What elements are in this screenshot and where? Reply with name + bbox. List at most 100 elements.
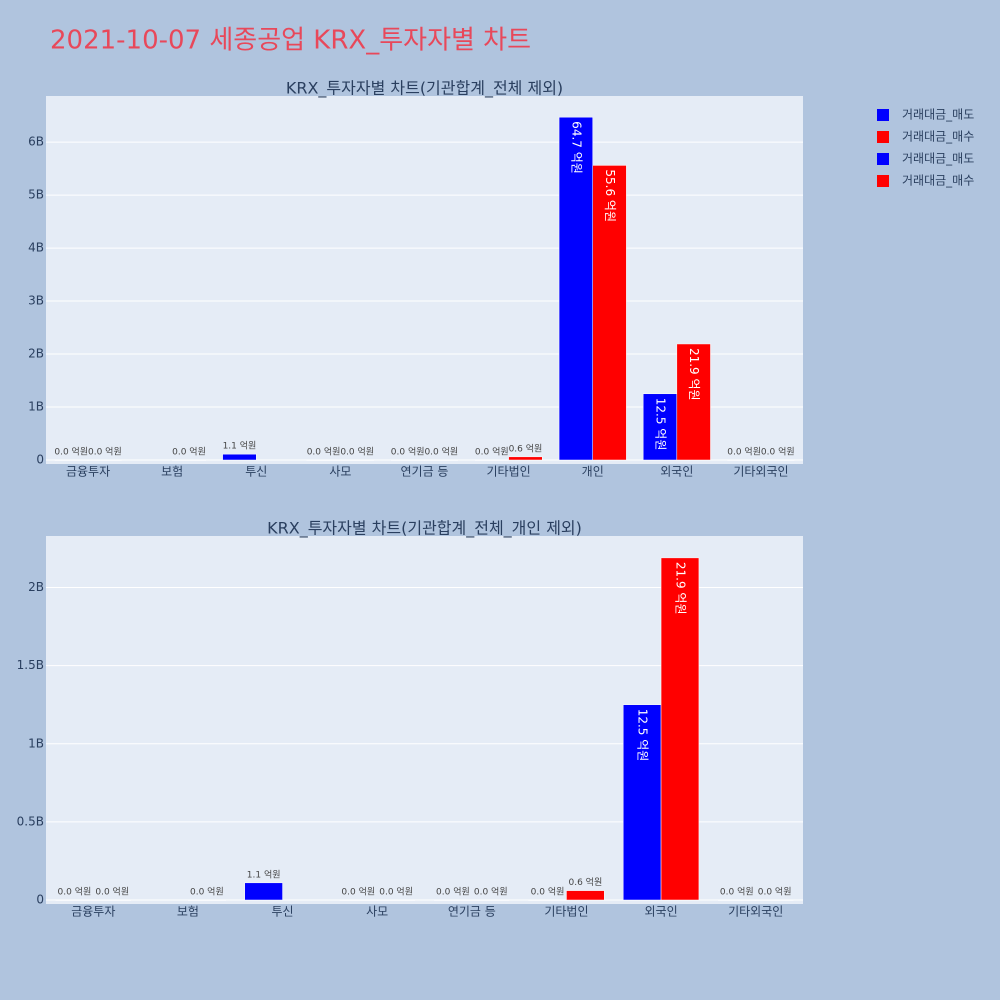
value-label: 1.1 억원	[223, 440, 257, 452]
bar	[660, 557, 700, 901]
bar	[755, 899, 794, 901]
legend-label: 거래대금_매수	[902, 130, 974, 144]
x-tick-label: 금융투자	[66, 465, 110, 479]
x-tick-label: 투신	[272, 905, 294, 919]
bar	[306, 459, 341, 461]
bar	[424, 459, 459, 461]
y-tick-label: 0	[36, 893, 44, 907]
bar	[566, 890, 605, 901]
value-label: 12.5 억원	[654, 398, 668, 451]
bar	[376, 899, 416, 901]
value-label: 0.0 억원	[727, 446, 761, 458]
value-label: 0.0 억원	[391, 446, 425, 458]
bar	[187, 899, 227, 901]
value-label: 21.9 억원	[687, 348, 701, 401]
legend-label: 거래대금_매도	[902, 152, 974, 166]
value-label: 0.0 억원	[341, 886, 375, 898]
bar	[592, 165, 627, 461]
value-label: 0.0 억원	[58, 886, 92, 898]
x-tick-label: 개인	[582, 465, 604, 479]
bar	[87, 459, 122, 461]
value-label: 0.0 억원	[379, 886, 413, 898]
x-tick-label: 투신	[245, 465, 267, 479]
value-label: 0.6 억원	[568, 876, 602, 888]
bar	[433, 899, 473, 901]
y-tick-label: 2B	[28, 347, 44, 361]
x-tick-label: 기타외국인	[728, 905, 783, 919]
y-tick-label: 1B	[28, 736, 44, 750]
legend-label: 거래대금_매수	[902, 174, 974, 188]
y-tick-label: 5B	[28, 188, 44, 202]
legend-swatch	[877, 109, 889, 121]
value-label: 0.0 억원	[95, 886, 129, 898]
value-label: 0.0 억원	[531, 886, 565, 898]
bar	[390, 459, 425, 461]
page-title: 2021-10-07 세종공업 KRX_투자자별 차트	[50, 26, 531, 56]
value-label: 0.0 억원	[340, 446, 374, 458]
value-label: 0.0 억원	[761, 446, 795, 458]
legend-swatch	[877, 153, 889, 165]
y-tick-label: 1B	[28, 400, 44, 414]
value-label: 21.9 억원	[673, 562, 687, 615]
x-tick-label: 외국인	[660, 465, 693, 479]
value-label: 0.0 억원	[172, 446, 206, 458]
x-tick-label: 사모	[329, 465, 351, 479]
x-tick-label: 기타외국인	[733, 465, 788, 479]
value-label: 0.6 억원	[509, 442, 543, 454]
bar	[339, 899, 378, 901]
y-tick-label: 2B	[28, 580, 44, 594]
bar	[727, 459, 762, 461]
value-label: 0.0 억원	[307, 446, 341, 458]
x-tick-label: 사모	[366, 905, 388, 919]
bar	[471, 899, 510, 901]
chart-title: KRX_투자자별 차트(기관합계_전체 제외)	[286, 79, 563, 99]
bar	[676, 343, 711, 461]
bar	[508, 456, 543, 461]
bar	[93, 899, 132, 901]
bar	[54, 459, 89, 461]
bar	[55, 899, 94, 901]
y-tick-label: 0.5B	[17, 814, 44, 828]
bar	[558, 116, 593, 461]
value-label: 1.1 억원	[247, 868, 281, 880]
value-label: 0.0 억원	[475, 446, 509, 458]
x-tick-label: 금융투자	[71, 905, 115, 919]
value-label: 0.0 억원	[474, 886, 508, 898]
legend-swatch	[877, 131, 889, 143]
bar	[171, 459, 207, 461]
x-tick-label: 기타법인	[544, 905, 588, 919]
y-tick-label: 0	[36, 453, 44, 467]
y-tick-label: 3B	[28, 294, 44, 308]
bar	[642, 393, 678, 461]
value-label: 55.6 억원	[603, 169, 617, 222]
value-label: 0.0 억원	[190, 886, 224, 898]
x-tick-label: 연기금 등	[401, 465, 449, 479]
value-label: 12.5 억원	[636, 709, 650, 762]
x-tick-label: 연기금 등	[448, 905, 496, 919]
bar	[717, 899, 756, 901]
value-label: 0.0 억원	[88, 446, 122, 458]
bar	[222, 453, 257, 461]
x-tick-label: 외국인	[645, 905, 678, 919]
value-label: 0.0 억원	[720, 886, 754, 898]
bar	[340, 459, 375, 461]
bar	[528, 899, 567, 901]
x-tick-label: 기타법인	[487, 465, 531, 479]
x-tick-label: 보험	[177, 905, 199, 919]
y-tick-label: 6B	[28, 135, 44, 149]
x-tick-label: 보험	[161, 465, 183, 479]
chart-title: KRX_투자자별 차트(기관합계_전체_개인 제외)	[267, 519, 582, 539]
y-tick-label: 4B	[28, 241, 44, 255]
bar	[244, 882, 283, 901]
value-label: 0.0 억원	[54, 446, 88, 458]
legend-swatch	[877, 175, 889, 187]
value-label: 64.7 억원	[569, 121, 583, 174]
y-tick-label: 1.5B	[17, 658, 44, 672]
legend-label: 거래대금_매도	[902, 108, 974, 122]
bar	[760, 459, 795, 461]
bar	[474, 459, 509, 461]
value-label: 0.0 억원	[436, 886, 470, 898]
value-label: 0.0 억원	[758, 886, 792, 898]
value-label: 0.0 억원	[424, 446, 458, 458]
